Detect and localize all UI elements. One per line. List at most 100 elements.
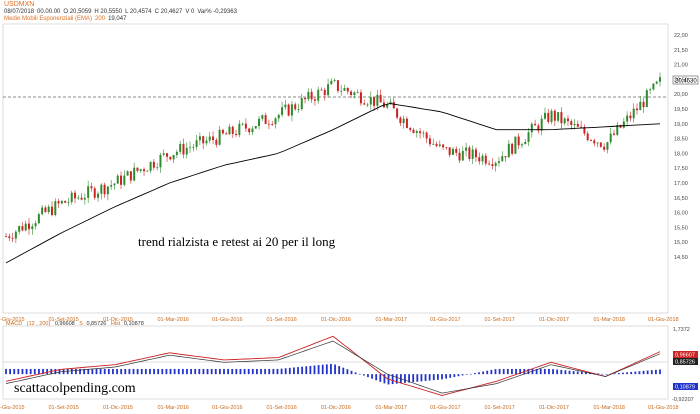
macd-date-tick-7: 01-Mar-2017 xyxy=(376,405,408,411)
candle-body xyxy=(553,110,556,121)
candle-body xyxy=(468,147,471,159)
candle-body xyxy=(609,133,612,143)
candle-body xyxy=(156,167,159,169)
hist-bar xyxy=(25,368,28,375)
signal-line xyxy=(5,340,661,394)
hist-bar xyxy=(346,369,349,375)
hist-bar xyxy=(210,368,213,375)
hist-bar xyxy=(272,368,275,375)
price-tick-1: 21,50 xyxy=(674,48,688,54)
hist-bar xyxy=(149,368,151,375)
candle-body xyxy=(343,88,346,91)
candle-body xyxy=(274,118,277,125)
hist-bar xyxy=(630,371,633,375)
hist-bar xyxy=(428,374,431,381)
candle-body xyxy=(195,140,198,147)
hist-bar xyxy=(140,368,143,375)
hist-bar xyxy=(622,372,624,375)
macd-label: MACD xyxy=(6,321,22,327)
hist-bar xyxy=(309,365,312,375)
candle-body xyxy=(346,88,349,92)
hist-bar xyxy=(395,374,398,384)
hist-bar xyxy=(379,374,382,382)
hist-bar xyxy=(642,370,645,375)
hist-bar xyxy=(58,368,61,375)
hist-value: 0,10878 xyxy=(124,321,144,327)
hist-bar xyxy=(449,374,452,378)
hist-bar xyxy=(580,371,583,375)
price-tick-11: 16,50 xyxy=(674,196,688,202)
price-panel-frame xyxy=(2,23,669,314)
price-tick-14: 15,00 xyxy=(674,240,688,246)
candle-body xyxy=(37,214,40,224)
candle-body xyxy=(576,124,579,127)
last-price-value: 20,4630 xyxy=(675,79,697,85)
macd-axis-top: 1,7372 xyxy=(673,327,690,333)
candle-body xyxy=(90,186,93,189)
candle-body xyxy=(550,110,553,122)
candle-body xyxy=(97,193,100,198)
candle-body xyxy=(83,197,86,200)
price-tick-10: 17,00 xyxy=(674,181,688,187)
candle-body xyxy=(356,92,359,94)
hist-bar xyxy=(239,368,242,375)
macd-date-tick-4: 01-Giu-2016 xyxy=(212,405,243,411)
hist-bar xyxy=(144,368,147,375)
hist-bar xyxy=(617,373,620,375)
candle-body xyxy=(264,115,267,124)
hist-bar xyxy=(173,368,176,375)
candle-body xyxy=(60,200,63,204)
candle-body xyxy=(258,118,261,127)
hist-bar xyxy=(128,368,131,375)
hist-bar xyxy=(408,374,410,383)
date-tick-9: 01-Set-2017 xyxy=(485,317,515,323)
candle-body xyxy=(491,164,494,166)
candle-body xyxy=(172,154,175,160)
hist-bar xyxy=(511,368,513,375)
candle-body xyxy=(317,89,320,101)
hist-bar xyxy=(362,374,365,376)
candle-body xyxy=(583,127,586,134)
date-tick-6: 01-Dic-2016 xyxy=(321,317,351,323)
hist-bar xyxy=(313,365,316,375)
candle-body xyxy=(327,84,330,96)
candle-body xyxy=(215,140,218,145)
hist-bar xyxy=(659,369,661,375)
hist-bar xyxy=(66,368,69,375)
hist-bar xyxy=(206,368,209,375)
candle-body xyxy=(166,153,169,157)
hist-bar xyxy=(461,374,464,376)
hist-bar xyxy=(9,368,12,375)
hist-bar xyxy=(177,368,180,375)
hist-bar xyxy=(638,371,641,375)
hist-bar xyxy=(556,369,559,375)
candle-body xyxy=(639,101,642,111)
trend-annotation: trend rialzista e retest ai 20 per il lo… xyxy=(138,234,336,249)
candle-body xyxy=(143,169,146,172)
candle-body xyxy=(527,132,530,142)
candle-body xyxy=(110,185,113,187)
candle-body xyxy=(228,126,231,135)
hist-bar xyxy=(132,368,135,375)
ema-200-line xyxy=(5,103,661,264)
date-tick-12: 01-Giu-2018 xyxy=(648,317,679,323)
hist-bar xyxy=(420,374,423,382)
hist-bar xyxy=(38,368,40,375)
candle-body xyxy=(218,129,221,145)
hist-bar xyxy=(161,368,164,375)
hist-bar xyxy=(391,374,394,385)
hist-bar xyxy=(527,368,530,375)
candle-body xyxy=(235,133,238,136)
price-tick-2: 21,00 xyxy=(674,63,688,69)
candle-body xyxy=(333,80,336,81)
hist-bar xyxy=(576,371,579,375)
signal-value-box xyxy=(673,358,698,365)
candle-body xyxy=(179,143,182,152)
candle-body xyxy=(376,94,379,106)
ema-period: 200 xyxy=(95,16,106,22)
hist-bar xyxy=(186,368,188,375)
hist-bar xyxy=(605,374,608,375)
candle-body xyxy=(80,197,83,200)
candle-body xyxy=(649,89,652,91)
